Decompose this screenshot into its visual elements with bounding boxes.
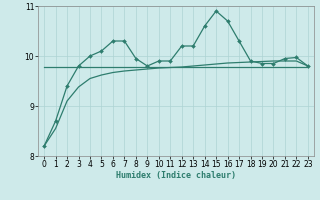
X-axis label: Humidex (Indice chaleur): Humidex (Indice chaleur) — [116, 171, 236, 180]
